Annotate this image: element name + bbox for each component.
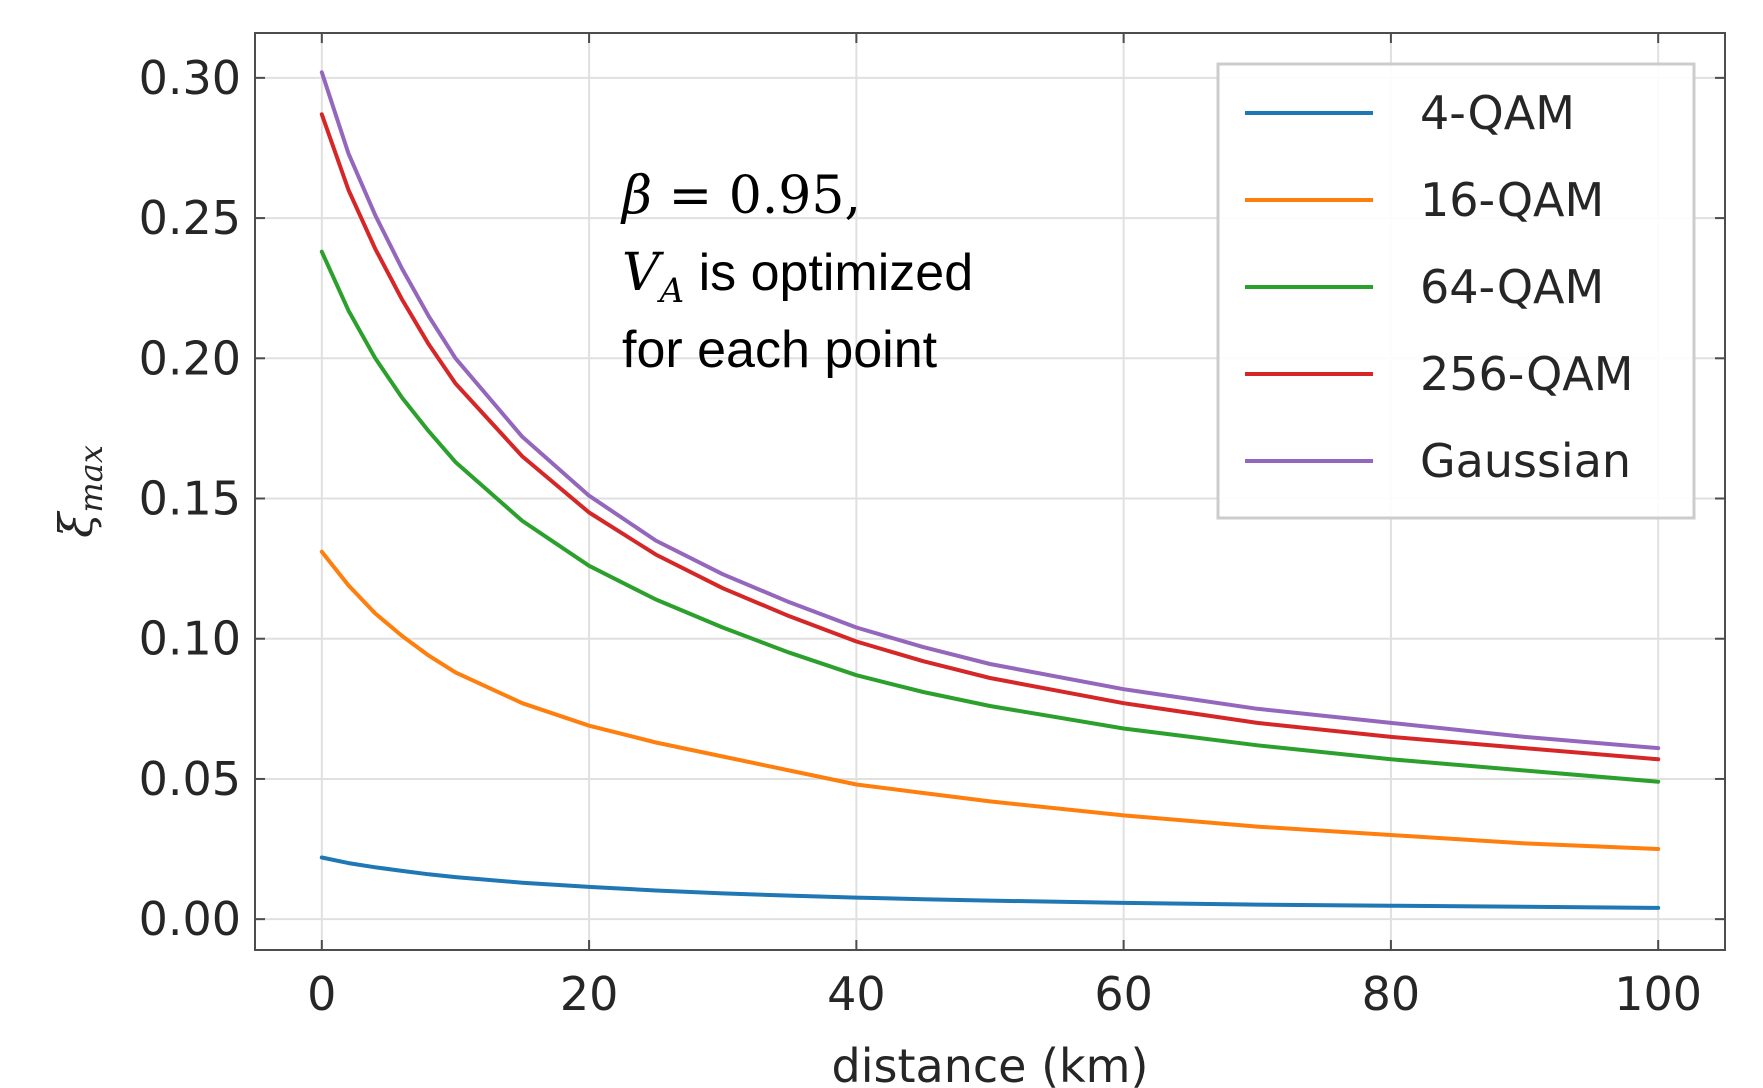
- y-axis-label-subscript: max: [72, 445, 110, 512]
- legend-label: Gaussian: [1420, 434, 1631, 488]
- x-tick-label: 40: [827, 967, 886, 1021]
- x-axis-label: distance (km): [832, 1039, 1149, 1088]
- series-line-16-qam: [319, 549, 1661, 851]
- series-line-gaussian: [319, 70, 1661, 751]
- annotation-line-2: VA is optimized: [622, 243, 973, 311]
- annotation-line-1: β = 0.95,: [620, 166, 861, 226]
- y-axis-label-symbol: ξ: [49, 510, 103, 538]
- y-tick-label: 0.10: [139, 612, 241, 666]
- y-tick-label: 0.25: [139, 191, 241, 245]
- annotation: β = 0.95, VA is optimized for each point: [620, 166, 973, 379]
- legend-label: 64-QAM: [1420, 260, 1604, 314]
- y-axis-label-main: ξmax: [49, 445, 110, 538]
- legend-box: [1216, 62, 1696, 520]
- y-tick-label: 0.00: [139, 892, 241, 946]
- x-tick-label: 0: [307, 967, 336, 1021]
- va-text: is optimized: [684, 244, 973, 302]
- plot-frame: [254, 32, 1726, 951]
- series-line-256-qam: [319, 112, 1661, 762]
- legend-label: 16-QAM: [1420, 173, 1604, 227]
- y-tick-label: 0.30: [139, 51, 241, 105]
- axis-ticks: 0 20 40 60 80 100 0.00 0.05 0.10 0.15 0.20 0.25 0.30: [139, 33, 1725, 1021]
- x-tick-label: 80: [1362, 967, 1421, 1021]
- x-tick-label: 100: [1614, 967, 1702, 1021]
- beta-symbol: β: [620, 166, 652, 226]
- series-line-64-qam: [319, 249, 1661, 784]
- y-tick-label: 0.20: [139, 331, 241, 385]
- y-tick-label: 0.15: [139, 472, 241, 526]
- series-line-4-qam: [319, 855, 1661, 910]
- annotation-line-3: for each point: [622, 321, 938, 379]
- va-subscript: A: [657, 271, 685, 311]
- beta-value: = 0.95,: [652, 166, 861, 226]
- y-tick-label: 0.05: [139, 752, 241, 806]
- series-lines: [319, 70, 1661, 910]
- legend-label: 4-QAM: [1420, 86, 1575, 140]
- x-tick-label: 60: [1094, 967, 1153, 1021]
- legend: 4-QAM 16-QAM 64-QAM 256-QAM Gaussian: [1216, 62, 1696, 520]
- y-axis-label: ξmax: [49, 445, 110, 538]
- legend-label: 256-QAM: [1420, 347, 1633, 401]
- x-tick-label: 20: [560, 967, 619, 1021]
- va-symbol: V: [622, 243, 664, 303]
